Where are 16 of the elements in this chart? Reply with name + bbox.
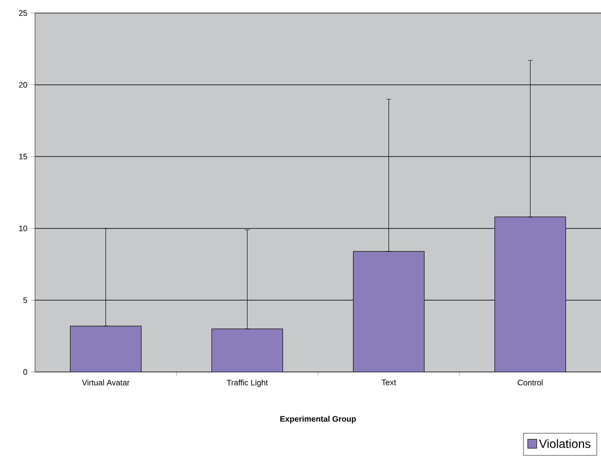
x-tick-label: Traffic Light xyxy=(226,380,268,387)
y-tick-label: 0 xyxy=(23,369,28,375)
x-tick-label: Control xyxy=(518,380,543,386)
bar xyxy=(70,326,142,372)
y-tick-label: 15 xyxy=(19,154,28,160)
x-axis-title: Experimental Group xyxy=(280,416,356,424)
y-tick-label: 20 xyxy=(18,82,28,88)
bar xyxy=(212,328,284,372)
bar xyxy=(494,216,566,372)
legend-label: Violations xyxy=(539,439,590,448)
x-tick-label: Virtual Avatar xyxy=(82,380,130,386)
y-tick-label: 25 xyxy=(18,10,28,16)
y-tick-label: 10 xyxy=(19,226,28,232)
y-tick-label: 5 xyxy=(23,297,28,303)
bar xyxy=(353,251,425,372)
x-tick-label: Text xyxy=(382,380,396,386)
